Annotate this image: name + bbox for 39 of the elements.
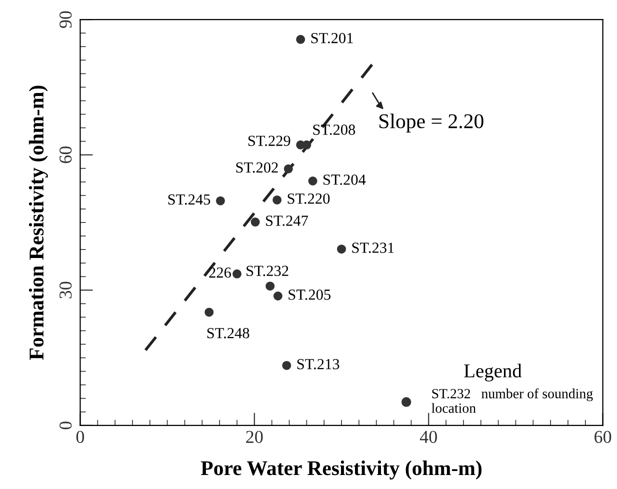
annotation: ST.229 <box>248 136 290 146</box>
x-tick-label: 40 <box>420 430 437 443</box>
point <box>284 164 293 174</box>
y-tick-label: 0 <box>59 422 72 430</box>
annotation: ST.204 <box>324 174 366 185</box>
x-axis-title: Pore Water Resistivity (ohm-m) <box>200 460 482 480</box>
annotation: ST.213 <box>297 359 340 370</box>
point <box>273 292 282 300</box>
point <box>282 360 292 370</box>
point <box>204 308 214 317</box>
y-tick-label: 30 <box>59 282 72 298</box>
point <box>266 282 275 291</box>
annotation: ST.202 <box>236 162 278 173</box>
legend-label: ST.232 number of sounding location <box>432 388 593 413</box>
annotation: ST.245 <box>168 194 210 205</box>
point <box>337 244 346 254</box>
annotation: ST.208 <box>313 124 356 135</box>
point <box>272 195 282 204</box>
annotation: ST.231 <box>352 242 394 253</box>
point <box>296 34 306 44</box>
annotation: ST.205 <box>288 290 330 300</box>
x-tick-label: 60 <box>594 430 612 443</box>
y-tick-label: 60 <box>59 146 72 164</box>
annotation: Slope = 2.20 <box>379 114 484 133</box>
annotation: ST.201 <box>311 32 353 44</box>
y-tick-label: 90 <box>59 11 72 28</box>
point <box>232 269 242 278</box>
point <box>308 176 318 186</box>
annotation: ST.247 <box>266 216 308 226</box>
annotation: 226 <box>209 267 231 278</box>
point <box>216 196 225 206</box>
point <box>250 218 260 227</box>
annotation: ST.220 <box>288 193 330 204</box>
x-tick-label: 0 <box>76 430 84 443</box>
x-tick-label: 20 <box>246 430 263 443</box>
annotation: ST.232 <box>246 266 288 276</box>
y-axis-title: Formation Resistivity (ohm-m) <box>28 86 48 360</box>
legend-title: Legend <box>464 364 522 382</box>
annotation: ST.248 <box>207 328 250 338</box>
